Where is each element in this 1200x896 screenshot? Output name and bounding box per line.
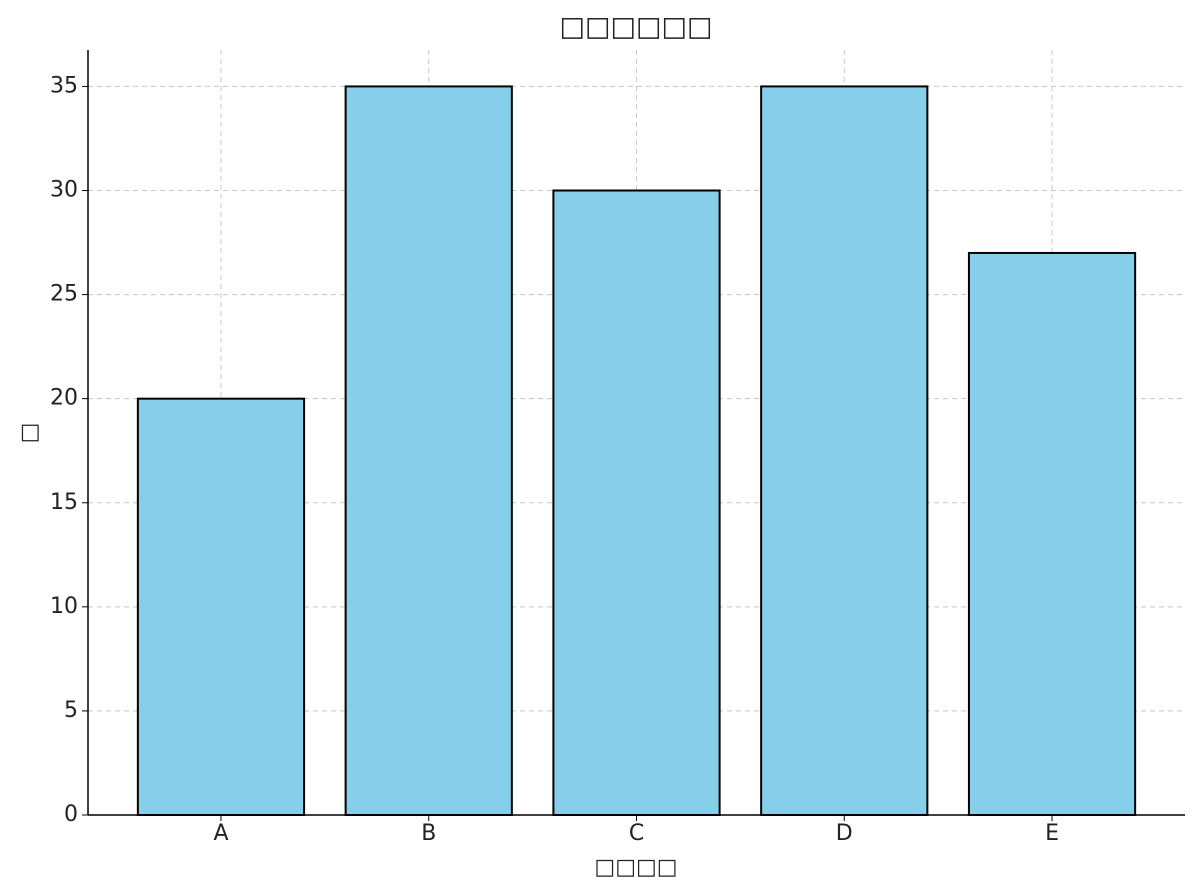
x-tick-label: D	[836, 821, 853, 846]
x-tick-label: C	[629, 821, 644, 846]
bar	[136, 397, 306, 816]
x-tick-label: E	[1045, 821, 1059, 846]
y-tick-label: 30	[50, 178, 78, 203]
y-axis-label: □	[17, 423, 42, 444]
y-tick-label: 20	[50, 386, 78, 411]
y-tick-label: 0	[64, 802, 78, 827]
y-tick-label: 15	[50, 490, 78, 515]
y-tick-label: 10	[50, 594, 78, 619]
y-tick-label: 35	[50, 73, 78, 98]
x-axis-label: □□□□	[594, 855, 677, 880]
x-tick-label: B	[421, 821, 436, 846]
bar	[344, 85, 513, 816]
y-tick-label: 25	[50, 282, 78, 307]
y-tick-label: 5	[64, 698, 78, 723]
chart-title: □□□□□□	[559, 12, 712, 43]
bar	[760, 85, 929, 816]
bar	[967, 251, 1137, 817]
x-tick-label: A	[213, 821, 228, 846]
bar	[552, 189, 721, 817]
